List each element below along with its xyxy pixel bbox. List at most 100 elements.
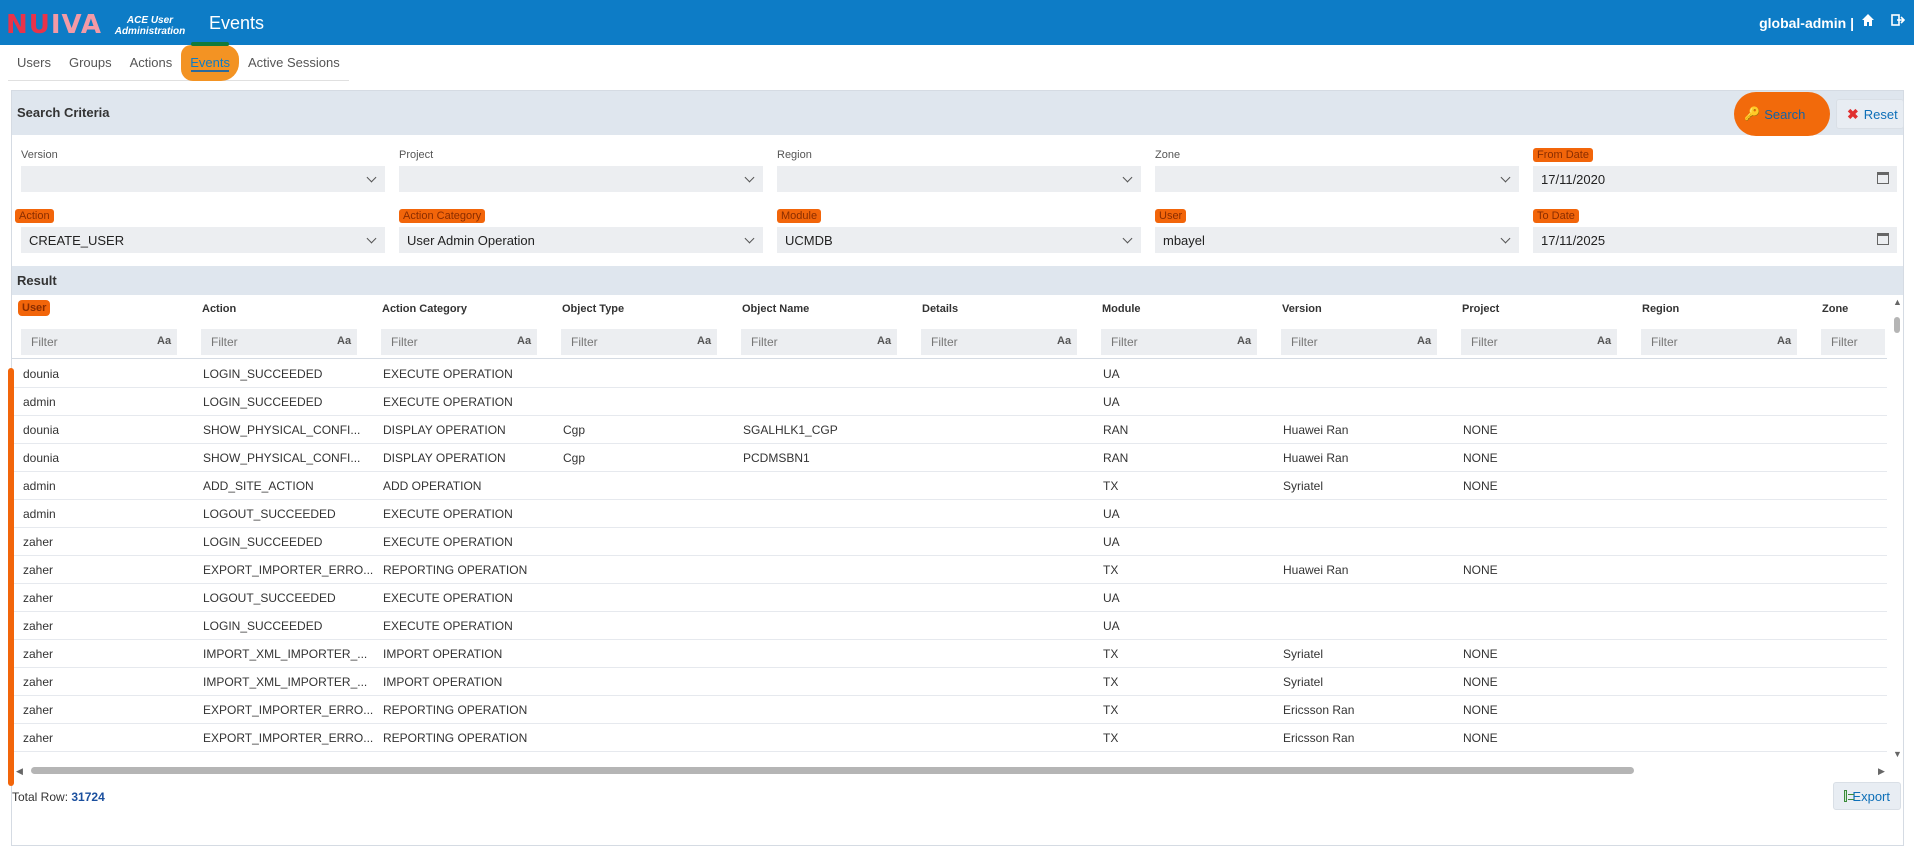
horizontal-scrollbar[interactable]: ◀ ▶: [12, 765, 1892, 776]
column-filter-input[interactable]: [201, 329, 357, 355]
table-cell: Syriatel: [1283, 647, 1324, 661]
search-button[interactable]: 🔑 Search: [1734, 92, 1830, 136]
column-filter-input[interactable]: [1821, 329, 1885, 355]
tab-users[interactable]: Users: [17, 55, 51, 70]
table-cell: LOGIN_SUCCEEDED: [203, 619, 323, 633]
action-category-select[interactable]: User Admin Operation: [399, 227, 763, 253]
case-sensitive-toggle[interactable]: Aa: [1597, 335, 1612, 347]
column-filter-input[interactable]: [381, 329, 537, 355]
table-row[interactable]: zaher LOGIN_SUCCEEDED EXECUTE OPERATION UA: [12, 528, 1887, 556]
version-select[interactable]: [21, 166, 385, 192]
table-row[interactable]: zaher IMPORT_XML_IMPORTER_... IMPORT OPERA…: [12, 668, 1887, 696]
table-cell: Ericsson Ran: [1283, 731, 1355, 745]
column-header[interactable]: Project: [1462, 303, 1500, 315]
scroll-left-icon[interactable]: ◀: [16, 766, 23, 776]
scroll-down-icon[interactable]: ▼: [1893, 749, 1902, 759]
column-filter-input[interactable]: [1641, 329, 1797, 355]
column-header[interactable]: Version: [1282, 303, 1322, 315]
column-header[interactable]: Region: [1642, 303, 1680, 315]
case-sensitive-toggle[interactable]: Aa: [157, 335, 172, 347]
tab-active-sessions[interactable]: Active Sessions: [247, 55, 340, 70]
table-cell: DISPLAY OPERATION: [383, 423, 506, 437]
region-select[interactable]: [777, 166, 1141, 192]
table-cell: NONE: [1463, 479, 1498, 493]
action-select[interactable]: CREATE_USER: [21, 227, 385, 253]
from-date-input[interactable]: 17/11/2020: [1533, 166, 1897, 192]
calendar-icon[interactable]: [1877, 172, 1889, 184]
tab-groups[interactable]: Groups: [68, 55, 112, 70]
column-filter-input[interactable]: [921, 329, 1077, 355]
column-filter-input[interactable]: [1461, 329, 1617, 355]
horizontal-scroll-thumb[interactable]: [31, 767, 1634, 774]
user-select[interactable]: mbayel: [1155, 227, 1519, 253]
table-cell: UA: [1103, 395, 1120, 409]
case-sensitive-toggle[interactable]: Aa: [1237, 335, 1252, 347]
module-label: Module: [777, 209, 822, 223]
table-row[interactable]: dounia SHOW_PHYSICAL_CONFI... DISPLAY OPER…: [12, 444, 1887, 472]
search-criteria-header: Search Criteria: [12, 91, 1903, 135]
column-header[interactable]: Details: [922, 303, 959, 315]
scroll-right-icon[interactable]: ▶: [1878, 766, 1885, 776]
scroll-up-icon[interactable]: ▲: [1893, 297, 1902, 307]
table-cell: NONE: [1463, 451, 1498, 465]
column-header[interactable]: Object Name: [742, 303, 810, 315]
to-date-input[interactable]: 17/11/2025: [1533, 227, 1897, 253]
region-label: Region: [777, 149, 812, 161]
table-row[interactable]: zaher EXPORT_IMPORTER_ERRO... REPORTING OP…: [12, 724, 1887, 752]
project-select[interactable]: [399, 166, 763, 192]
table-row[interactable]: dounia LOGIN_SUCCEEDED EXECUTE OPERATION UA: [12, 360, 1887, 388]
home-icon[interactable]: [1860, 13, 1876, 29]
column-header[interactable]: User: [18, 300, 51, 316]
table-cell: EXECUTE OPERATION: [383, 619, 513, 633]
case-sensitive-toggle[interactable]: Aa: [517, 335, 532, 347]
table-cell: NONE: [1463, 731, 1498, 745]
case-sensitive-toggle[interactable]: Aa: [1057, 335, 1072, 347]
table-row[interactable]: dounia SHOW_PHYSICAL_CONFI... DISPLAY OPER…: [12, 416, 1887, 444]
column-header[interactable]: Action: [202, 303, 237, 315]
logout-icon[interactable]: [1890, 13, 1906, 29]
module-select[interactable]: UCMDB: [777, 227, 1141, 253]
case-sensitive-toggle[interactable]: Aa: [337, 335, 352, 347]
table-row[interactable]: admin LOGOUT_SUCCEEDED EXECUTE OPERATION UA: [12, 500, 1887, 528]
case-sensitive-toggle[interactable]: Aa: [1777, 335, 1792, 347]
table-row[interactable]: zaher LOGIN_SUCCEEDED EXECUTE OPERATION UA: [12, 612, 1887, 640]
table-row[interactable]: zaher EXPORT_IMPORTER_ERRO... REPORTING OP…: [12, 556, 1887, 584]
table-cell: PCDMSBN1: [743, 451, 810, 465]
case-sensitive-toggle[interactable]: Aa: [877, 335, 892, 347]
case-sensitive-toggle[interactable]: Aa: [1417, 335, 1432, 347]
column-filter-input[interactable]: [21, 329, 177, 355]
vertical-scrollbar[interactable]: ▲ ▼: [1892, 297, 1902, 759]
close-icon: ✖: [1847, 105, 1859, 122]
zone-select[interactable]: [1155, 166, 1519, 192]
table-row[interactable]: admin LOGIN_SUCCEEDED EXECUTE OPERATION UA: [12, 388, 1887, 416]
table-cell: DISPLAY OPERATION: [383, 451, 506, 465]
table-cell: UA: [1103, 591, 1120, 605]
column-header[interactable]: Object Type: [562, 303, 625, 315]
table-cell: admin: [23, 507, 56, 521]
table-cell: EXECUTE OPERATION: [383, 395, 513, 409]
table-row[interactable]: zaher LOGOUT_SUCCEEDED EXECUTE OPERATION UA: [12, 584, 1887, 612]
tab-events[interactable]: Events: [181, 42, 239, 81]
nuiva-logo: NUIVA: [6, 10, 102, 40]
table-row[interactable]: zaher IMPORT_XML_IMPORTER_... IMPORT OPERA…: [12, 640, 1887, 668]
tab-actions[interactable]: Actions: [129, 55, 173, 70]
reset-button[interactable]: ✖ Reset: [1836, 99, 1904, 129]
table-row[interactable]: admin ADD_SITE_ACTION ADD OPERATION TX Syria…: [12, 472, 1887, 500]
column-filter-input[interactable]: [741, 329, 897, 355]
column-filter-input[interactable]: [561, 329, 717, 355]
column-filter-input[interactable]: [1101, 329, 1257, 355]
column-filter-input[interactable]: [1281, 329, 1437, 355]
column-header[interactable]: Action Category: [382, 303, 467, 315]
table-cell: Ericsson Ran: [1283, 703, 1355, 717]
column-header[interactable]: Module: [1102, 303, 1141, 315]
vertical-scroll-thumb[interactable]: [1894, 317, 1900, 333]
case-sensitive-toggle[interactable]: Aa: [697, 335, 712, 347]
export-button[interactable]: Export: [1833, 782, 1901, 810]
current-user-link[interactable]: global-admin |: [1759, 15, 1854, 31]
table-row[interactable]: zaher EXPORT_IMPORTER_ERRO... REPORTING OP…: [12, 696, 1887, 724]
calendar-icon[interactable]: [1877, 233, 1889, 245]
table-cell: dounia: [23, 451, 60, 465]
project-field: Project: [399, 146, 763, 192]
column-header[interactable]: Zone: [1822, 303, 1849, 315]
results-grid-header: User Aa Action Aa Action Category Aa Object Ty…: [12, 295, 1887, 359]
